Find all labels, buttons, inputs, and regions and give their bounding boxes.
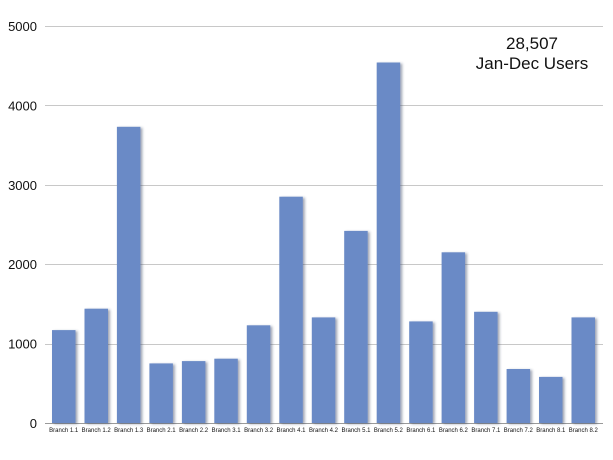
x-tick-label: Branch 1.3 <box>114 428 144 434</box>
bar <box>474 311 498 423</box>
y-tick-label: 1000 <box>8 337 37 352</box>
annotation-caption: Jan-Dec Users <box>476 54 588 73</box>
x-tick-label: Branch 3.1 <box>212 428 242 434</box>
y-tick-label: 3000 <box>8 178 37 193</box>
bar <box>149 363 173 423</box>
bar <box>344 230 368 423</box>
x-tick-label: Branch 4.1 <box>276 428 306 434</box>
y-tick-label: 5000 <box>8 19 37 34</box>
bar <box>441 252 466 423</box>
bar <box>376 62 401 423</box>
bar <box>84 308 108 423</box>
x-tick-label: Branch 2.1 <box>147 428 177 434</box>
annotation: 28,507 Jan-Dec Users <box>476 34 588 73</box>
bar <box>409 321 433 423</box>
x-tick-label: Branch 7.1 <box>471 428 501 434</box>
bar <box>279 196 303 423</box>
x-tick-label: Branch 3.2 <box>244 428 274 434</box>
bar <box>214 358 238 423</box>
x-tick-label: Branch 7.2 <box>504 428 534 434</box>
x-tick-label: Branch 5.2 <box>374 428 404 434</box>
y-tick-label: 2000 <box>8 257 37 272</box>
bar <box>52 330 76 423</box>
bars <box>52 62 595 424</box>
bar <box>116 126 141 424</box>
y-axis-tick-labels: 0 1000 2000 3000 4000 5000 <box>8 19 37 431</box>
x-tick-label: Branch 6.1 <box>406 428 436 434</box>
x-tick-label: Branch 1.1 <box>49 428 79 434</box>
x-tick-label: Branch 4.2 <box>309 428 339 434</box>
x-tick-label: Branch 8.1 <box>536 428 566 434</box>
x-tick-label: Branch 1.2 <box>82 428 112 434</box>
y-tick-label: 0 <box>30 416 37 431</box>
y-tick-label: 4000 <box>8 98 37 113</box>
x-axis-tick-labels: Branch 1.1 Branch 1.2 Branch 1.3 Branch 2.1… <box>49 428 598 434</box>
x-tick-label: Branch 2.2 <box>179 428 209 434</box>
bar <box>506 369 531 423</box>
bar <box>571 317 595 423</box>
bar <box>539 376 563 423</box>
annotation-total: 28,507 <box>506 34 558 53</box>
x-tick-label: Branch 8.2 <box>569 428 599 434</box>
x-tick-label: Branch 5.1 <box>341 428 371 434</box>
bar <box>311 317 336 423</box>
x-tick-label: Branch 6.2 <box>439 428 469 434</box>
bar <box>181 361 206 423</box>
bar <box>246 325 271 423</box>
